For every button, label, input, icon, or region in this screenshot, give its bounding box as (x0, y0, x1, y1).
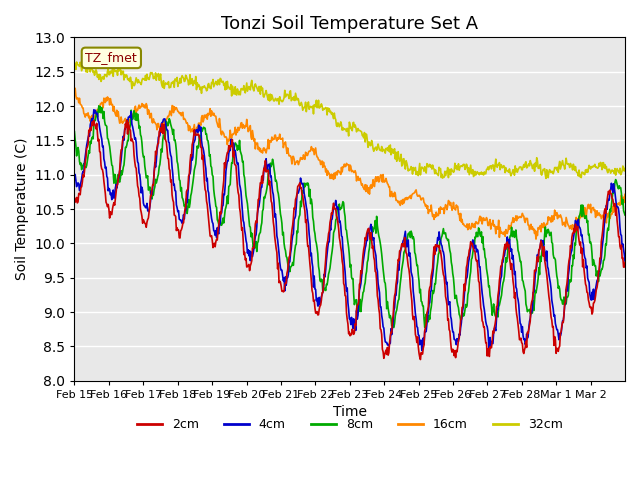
4cm (439, 248, 447, 253)
32cm (73, 59, 81, 65)
16cm (136, 106, 143, 111)
Y-axis label: Soil Temperature (C): Soil Temperature (C) (15, 138, 29, 280)
2cm (621, 260, 629, 265)
Title: Tonzi Soil Temperature Set A: Tonzi Soil Temperature Set A (221, 15, 478, 33)
Line: 4cm: 4cm (74, 110, 625, 350)
4cm (70, 177, 78, 183)
16cm (532, 236, 540, 242)
32cm (264, 97, 272, 103)
2cm (285, 254, 293, 260)
X-axis label: Time: Time (333, 405, 367, 420)
2cm (417, 357, 424, 362)
16cm (407, 196, 415, 202)
4cm (621, 258, 629, 264)
2cm (70, 195, 78, 201)
Line: 16cm: 16cm (74, 88, 625, 239)
Line: 8cm: 8cm (74, 106, 625, 327)
4cm (136, 172, 143, 178)
16cm (237, 120, 245, 126)
4cm (418, 348, 426, 353)
2cm (136, 195, 143, 201)
8cm (264, 170, 272, 176)
Line: 32cm: 32cm (74, 62, 625, 179)
16cm (621, 192, 629, 197)
4cm (90, 107, 98, 113)
32cm (621, 166, 629, 171)
2cm (123, 118, 131, 123)
8cm (95, 103, 102, 108)
4cm (264, 162, 272, 168)
4cm (237, 189, 245, 195)
4cm (407, 269, 415, 275)
16cm (70, 88, 78, 94)
8cm (408, 230, 415, 236)
2cm (407, 292, 415, 298)
Text: TZ_fmet: TZ_fmet (86, 51, 137, 64)
Line: 2cm: 2cm (74, 120, 625, 360)
2cm (264, 168, 272, 173)
8cm (70, 129, 78, 134)
16cm (285, 153, 293, 159)
32cm (542, 176, 550, 181)
Legend: 2cm, 4cm, 8cm, 16cm, 32cm: 2cm, 4cm, 8cm, 16cm, 32cm (132, 413, 568, 436)
32cm (285, 96, 293, 101)
32cm (237, 86, 245, 92)
32cm (136, 80, 143, 85)
2cm (237, 217, 245, 223)
16cm (71, 85, 79, 91)
8cm (285, 263, 293, 269)
32cm (407, 164, 415, 169)
8cm (621, 212, 629, 218)
8cm (439, 229, 447, 235)
32cm (70, 65, 78, 71)
8cm (237, 150, 245, 156)
16cm (438, 206, 446, 212)
32cm (438, 171, 446, 177)
8cm (136, 123, 143, 129)
4cm (285, 259, 293, 264)
2cm (439, 267, 447, 273)
8cm (390, 324, 397, 330)
16cm (264, 137, 272, 143)
